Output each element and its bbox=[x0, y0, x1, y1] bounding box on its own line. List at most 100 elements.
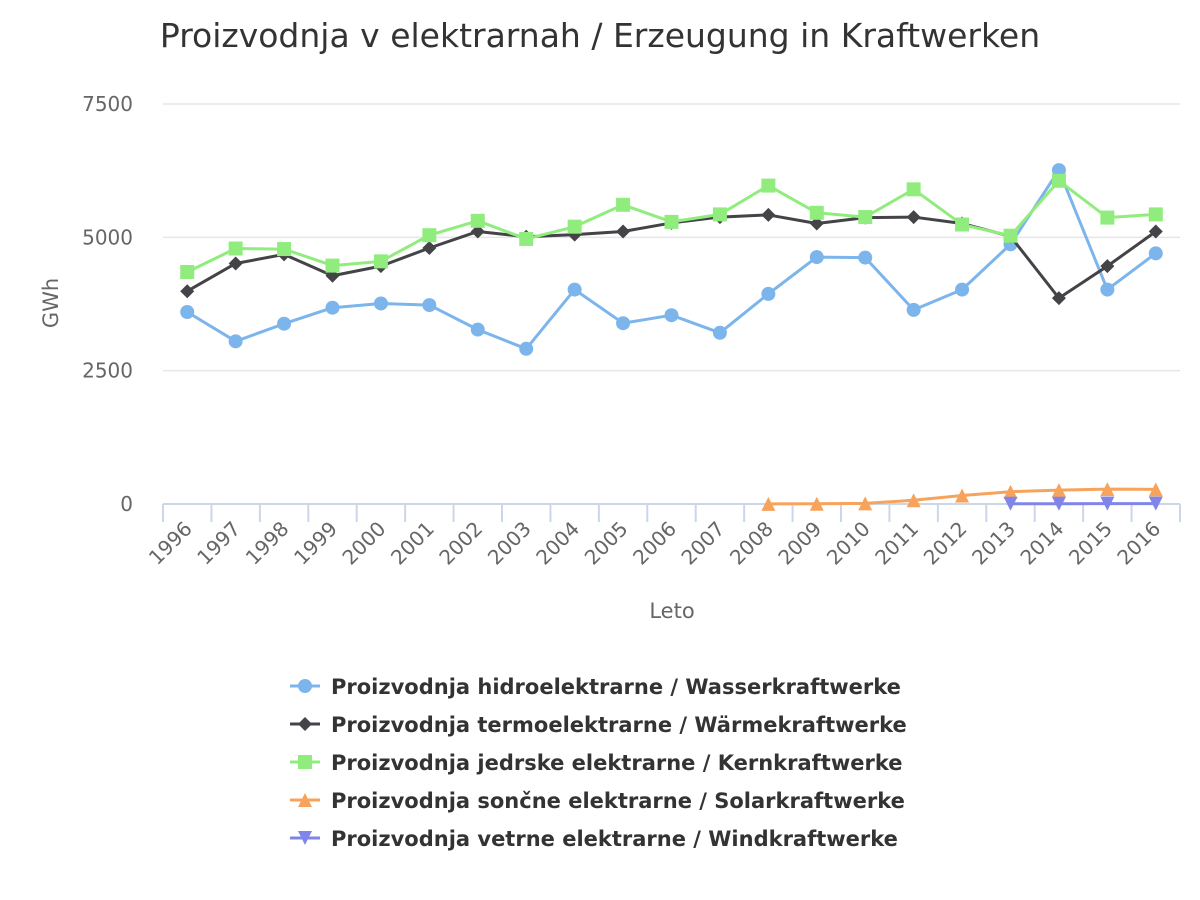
data-point[interactable] bbox=[616, 224, 631, 239]
data-point[interactable] bbox=[1051, 291, 1066, 306]
x-tick-label: 2000 bbox=[337, 517, 390, 570]
data-point[interactable] bbox=[809, 250, 824, 265]
x-tick-label: 1998 bbox=[241, 517, 294, 570]
legend-item[interactable]: Proizvodnja vetrne elektrarne / Windkraf… bbox=[290, 827, 898, 851]
data-point[interactable] bbox=[809, 205, 824, 220]
data-point[interactable] bbox=[1051, 483, 1066, 498]
legend-item[interactable]: Proizvodnja hidroelektrarne / Wasserkraf… bbox=[290, 675, 901, 699]
data-point[interactable] bbox=[906, 493, 921, 508]
data-point[interactable] bbox=[955, 282, 970, 297]
data-point[interactable] bbox=[712, 207, 727, 222]
x-tick-label: 2003 bbox=[483, 517, 536, 570]
data-point[interactable] bbox=[1003, 496, 1018, 511]
x-tick-label: 2009 bbox=[773, 517, 826, 570]
x-tick-label: 2004 bbox=[531, 517, 584, 570]
data-point[interactable] bbox=[712, 325, 727, 340]
data-point[interactable] bbox=[325, 258, 340, 273]
legend-item[interactable]: Proizvodnja termoelektrarne / Wärmekraft… bbox=[290, 713, 907, 737]
legend-marker bbox=[298, 717, 312, 731]
data-point[interactable] bbox=[277, 316, 292, 331]
data-point[interactable] bbox=[470, 224, 485, 239]
data-point[interactable] bbox=[616, 197, 631, 212]
data-point[interactable] bbox=[858, 496, 873, 511]
data-point[interactable] bbox=[1100, 259, 1115, 274]
data-point[interactable] bbox=[373, 254, 388, 269]
x-tick-label: 2011 bbox=[870, 517, 923, 570]
legend-label: Proizvodnja hidroelektrarne / Wasserkraf… bbox=[331, 675, 901, 699]
data-point[interactable] bbox=[761, 496, 776, 511]
legend-marker bbox=[298, 679, 312, 693]
data-point[interactable] bbox=[180, 265, 195, 279]
data-point[interactable] bbox=[228, 256, 243, 271]
legend-item[interactable]: Proizvodnja sončne elektrarne / Solarkra… bbox=[290, 789, 905, 813]
data-point[interactable] bbox=[858, 210, 873, 225]
data-point[interactable] bbox=[422, 241, 437, 255]
data-point[interactable] bbox=[1148, 246, 1163, 261]
legend-item[interactable]: Proizvodnja jedrske elektrarne / Kernkra… bbox=[290, 751, 902, 775]
data-point[interactable] bbox=[228, 334, 243, 349]
data-point[interactable] bbox=[664, 214, 679, 229]
data-point[interactable] bbox=[1003, 228, 1018, 243]
data-point[interactable] bbox=[761, 207, 776, 222]
data-point[interactable] bbox=[228, 241, 243, 256]
data-point[interactable] bbox=[1148, 207, 1163, 222]
x-tick-label: 2006 bbox=[628, 517, 681, 570]
legend-marker bbox=[298, 755, 312, 769]
data-point[interactable] bbox=[567, 219, 582, 234]
data-point[interactable] bbox=[519, 341, 534, 356]
data-point[interactable] bbox=[809, 216, 824, 231]
data-point[interactable] bbox=[664, 308, 679, 323]
data-point[interactable] bbox=[567, 282, 582, 297]
data-point[interactable] bbox=[1051, 173, 1066, 188]
data-point[interactable] bbox=[906, 210, 921, 225]
series-2 bbox=[180, 173, 1163, 279]
data-point[interactable] bbox=[1100, 282, 1115, 297]
data-point[interactable] bbox=[809, 496, 824, 511]
data-point[interactable] bbox=[470, 322, 485, 337]
data-point[interactable] bbox=[1100, 210, 1115, 225]
data-point[interactable] bbox=[470, 213, 485, 228]
data-point[interactable] bbox=[1100, 496, 1115, 511]
data-point[interactable] bbox=[1051, 496, 1066, 511]
data-point[interactable] bbox=[277, 242, 292, 257]
x-tick-label: 2016 bbox=[1112, 517, 1165, 570]
axes: 1996199719981999200020012002200320042005… bbox=[144, 503, 1181, 570]
series-3 bbox=[761, 482, 1163, 511]
data-point[interactable] bbox=[422, 298, 437, 313]
data-point[interactable] bbox=[858, 250, 873, 265]
chart-title: Proizvodnja v elektrarnah / Erzeugung in… bbox=[160, 16, 1040, 55]
data-point[interactable] bbox=[1148, 496, 1163, 511]
x-tick-label: 2008 bbox=[725, 517, 778, 570]
legend-label: Proizvodnja jedrske elektrarne / Kernkra… bbox=[331, 751, 902, 775]
x-tick-label: 1996 bbox=[144, 517, 197, 570]
data-point[interactable] bbox=[906, 302, 921, 317]
data-point[interactable] bbox=[906, 182, 921, 197]
y-tick-label: 7500 bbox=[82, 92, 133, 116]
y-tick-label: 5000 bbox=[82, 225, 133, 249]
data-point[interactable] bbox=[180, 305, 195, 319]
legend: Proizvodnja hidroelektrarne / Wasserkraf… bbox=[290, 675, 907, 851]
x-tick-label: 2015 bbox=[1064, 517, 1117, 570]
data-point[interactable] bbox=[761, 178, 776, 193]
data-point[interactable] bbox=[373, 296, 388, 311]
data-point[interactable] bbox=[616, 316, 631, 331]
series-0 bbox=[180, 163, 1163, 356]
legend-label: Proizvodnja termoelektrarne / Wärmekraft… bbox=[331, 713, 907, 737]
data-point[interactable] bbox=[1051, 163, 1066, 178]
data-point[interactable] bbox=[325, 300, 340, 315]
data-point[interactable] bbox=[955, 217, 970, 232]
data-point[interactable] bbox=[1148, 482, 1163, 497]
data-point[interactable] bbox=[1100, 482, 1115, 497]
data-point[interactable] bbox=[180, 284, 195, 299]
data-point[interactable] bbox=[1003, 484, 1018, 499]
data-point[interactable] bbox=[1148, 224, 1163, 239]
data-point[interactable] bbox=[519, 231, 534, 246]
grid: 0 2500 5000 7500 bbox=[82, 92, 1180, 516]
data-point[interactable] bbox=[761, 286, 776, 301]
data-point[interactable] bbox=[422, 228, 437, 243]
x-tick-label: 1999 bbox=[289, 517, 342, 570]
x-tick-label: 2005 bbox=[580, 517, 633, 570]
data-point[interactable] bbox=[955, 488, 970, 503]
